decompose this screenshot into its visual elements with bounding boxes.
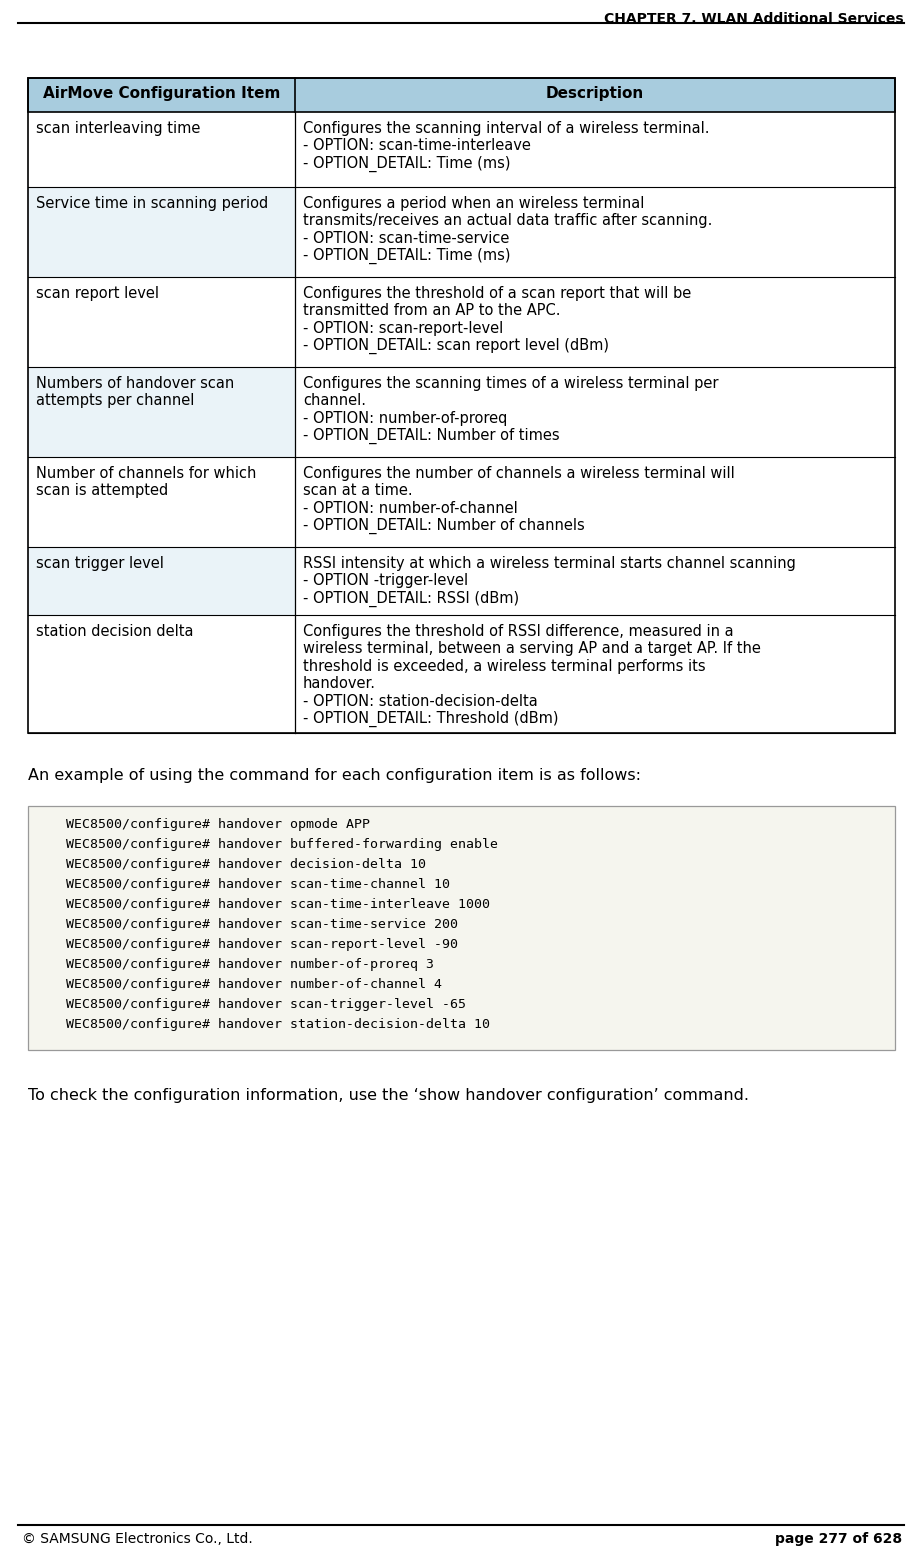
Text: WEC8500/configure# handover number-of-proreq 3: WEC8500/configure# handover number-of-pr… (42, 958, 434, 970)
Bar (28, 186, 295, 277)
Text: WEC8500/configure# handover decision-delta 10: WEC8500/configure# handover decision-del… (42, 858, 426, 872)
Text: Configures the scanning times of a wireless terminal per
channel.
- OPTION: numb: Configures the scanning times of a wirel… (303, 376, 718, 444)
Text: WEC8500/configure# handover scan-time-service 200: WEC8500/configure# handover scan-time-se… (42, 919, 458, 931)
Text: RSSI intensity at which a wireless terminal starts channel scanning
- OPTION -tr: RSSI intensity at which a wireless termi… (303, 556, 796, 607)
Text: scan report level: scan report level (36, 286, 159, 300)
Text: WEC8500/configure# handover station-decision-delta 10: WEC8500/configure# handover station-deci… (42, 1017, 490, 1031)
Text: Numbers of handover scan
attempts per channel: Numbers of handover scan attempts per ch… (36, 376, 234, 408)
Text: Description: Description (546, 86, 644, 102)
Bar (295, 277, 895, 368)
Text: WEC8500/configure# handover opmode APP: WEC8500/configure# handover opmode APP (42, 818, 370, 831)
Text: WEC8500/configure# handover scan-time-interleave 1000: WEC8500/configure# handover scan-time-in… (42, 898, 490, 911)
Text: WEC8500/configure# handover scan-report-level -90: WEC8500/configure# handover scan-report-… (42, 937, 458, 952)
Text: Configures the threshold of RSSI difference, measured in a
wireless terminal, be: Configures the threshold of RSSI differe… (303, 624, 761, 728)
Bar (28, 113, 295, 186)
Text: Configures the scanning interval of a wireless terminal.
- OPTION: scan-time-int: Configures the scanning interval of a wi… (303, 121, 710, 172)
Text: Configures the threshold of a scan report that will be
transmitted from an AP to: Configures the threshold of a scan repor… (303, 286, 692, 354)
Bar (28, 806, 895, 1050)
Text: scan trigger level: scan trigger level (36, 556, 164, 571)
Text: WEC8500/configure# handover buffered-forwarding enable: WEC8500/configure# handover buffered-for… (42, 837, 498, 851)
Text: scan interleaving time: scan interleaving time (36, 121, 200, 136)
Text: Number of channels for which
scan is attempted: Number of channels for which scan is att… (36, 466, 256, 498)
Text: station decision delta: station decision delta (36, 624, 194, 639)
Text: WEC8500/configure# handover scan-time-channel 10: WEC8500/configure# handover scan-time-ch… (42, 878, 450, 890)
Bar (28, 78, 895, 732)
Bar (295, 548, 895, 615)
Bar (28, 368, 295, 457)
Bar (295, 186, 895, 277)
Text: Configures a period when an wireless terminal
transmits/receives an actual data : Configures a period when an wireless ter… (303, 196, 713, 264)
Text: AirMove Configuration Item: AirMove Configuration Item (42, 86, 280, 102)
Text: page 277 of 628: page 277 of 628 (774, 1532, 902, 1546)
Bar (295, 615, 895, 732)
Text: © SAMSUNG Electronics Co., Ltd.: © SAMSUNG Electronics Co., Ltd. (22, 1532, 253, 1546)
Bar (28, 78, 895, 113)
Text: Configures the number of channels a wireless terminal will
scan at a time.
- OPT: Configures the number of channels a wire… (303, 466, 735, 534)
Text: WEC8500/configure# handover scan-trigger-level -65: WEC8500/configure# handover scan-trigger… (42, 998, 466, 1011)
Text: CHAPTER 7. WLAN Additional Services: CHAPTER 7. WLAN Additional Services (605, 13, 904, 27)
Bar (295, 368, 895, 457)
Bar (28, 615, 295, 732)
Text: An example of using the command for each configuration item is as follows:: An example of using the command for each… (28, 768, 641, 782)
Bar (28, 457, 295, 548)
Bar (28, 277, 295, 368)
Text: To check the configuration information, use the ‘show handover configuration’ co: To check the configuration information, … (28, 1088, 749, 1103)
Bar (295, 113, 895, 186)
Bar (295, 457, 895, 548)
Bar (28, 548, 295, 615)
Text: WEC8500/configure# handover number-of-channel 4: WEC8500/configure# handover number-of-ch… (42, 978, 442, 991)
Text: Service time in scanning period: Service time in scanning period (36, 196, 268, 211)
